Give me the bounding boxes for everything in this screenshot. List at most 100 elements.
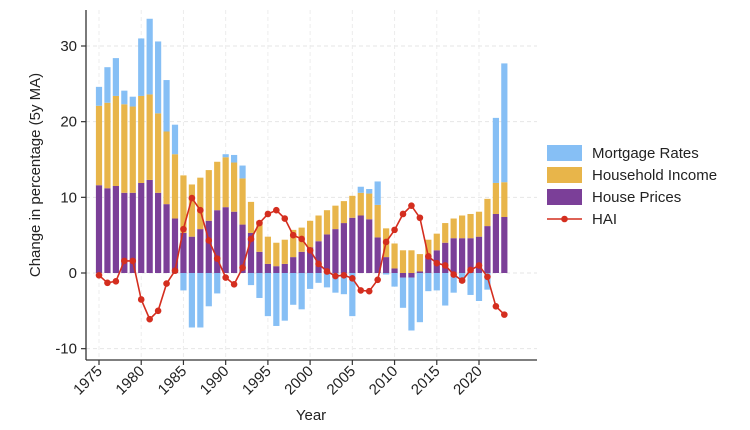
bar-mortgage-rates-2021: [484, 273, 491, 290]
bar-mortgage-rates-1999: [298, 273, 305, 310]
hai-point-1976: [104, 279, 111, 287]
bar-house-prices-1995: [264, 263, 271, 273]
bar-house-prices-2001: [315, 241, 322, 273]
hai-point-2016: [441, 262, 449, 269]
hai-point-1983: [163, 280, 170, 287]
hai-point-1995: [264, 210, 272, 218]
bar-house-prices-1981: [146, 179, 153, 273]
bar-house-prices-2020: [475, 236, 483, 273]
bar-household-income-1998: [290, 229, 297, 258]
bar-house-prices-1984: [171, 218, 179, 273]
hai-point-2012: [408, 202, 415, 209]
hai-point-2020: [475, 262, 483, 269]
bar-house-prices-1986: [188, 236, 195, 273]
bar-mortgage-rates-1982: [155, 41, 162, 114]
hai-point-1991: [230, 281, 238, 288]
hai-point-1986: [188, 194, 196, 202]
bar-mortgage-rates-2010: [391, 273, 398, 287]
axes: [85, 10, 537, 361]
x-tick-label: 1990: [197, 363, 233, 399]
bar-household-income-2022: [492, 182, 499, 214]
bar-household-income-1991: [231, 162, 238, 212]
bar-household-income-2020: [475, 211, 483, 237]
bar-mortgage-rates-2000: [307, 273, 314, 289]
bar-household-income-1997: [281, 239, 288, 264]
bar-house-prices-1998: [290, 257, 297, 273]
hai-point-1993: [247, 235, 255, 243]
hai-point-2005: [349, 274, 356, 282]
bar-house-prices-1987: [197, 229, 204, 273]
hai-point-2019: [467, 266, 474, 274]
hai-point-2017: [450, 271, 457, 278]
bar-mortgage-rates-1988: [205, 273, 212, 307]
hai-line: [95, 194, 508, 323]
bar-household-income-2023: [501, 182, 508, 218]
bar-household-income-2019: [467, 213, 474, 239]
bar-house-prices-1992: [239, 224, 246, 273]
hai-point-1985: [180, 225, 187, 233]
bar-mortgage-rates-1978: [121, 90, 128, 105]
bar-mortgage-rates-2022: [492, 117, 499, 183]
bar-household-income-2016: [442, 223, 449, 243]
bar-house-prices-1990: [222, 207, 229, 273]
bar-mortgage-rates-1986: [188, 273, 195, 328]
x-tick-label: 1995: [239, 363, 275, 399]
bar-mortgage-rates-1983: [163, 80, 170, 132]
bar-mortgage-rates-1976: [104, 67, 111, 103]
bar-house-prices-2022: [492, 213, 499, 273]
hai-point-2010: [391, 226, 398, 234]
hai-point-1978: [121, 257, 128, 265]
y-tick-label: 0: [69, 265, 77, 282]
bar-mortgage-rates-1987: [197, 273, 204, 328]
bar-house-prices-1988: [205, 220, 212, 273]
hai-point-2009: [382, 238, 390, 246]
bar-mortgage-rates-1985: [180, 273, 187, 291]
bar-mortgage-rates-1989: [214, 273, 221, 294]
y-tick-label: 10: [60, 189, 77, 206]
hai-point-1989: [213, 255, 221, 262]
x-tick-label: 2000: [281, 363, 317, 399]
bar-house-prices-2006: [357, 215, 364, 273]
bar-house-prices-2002: [323, 234, 331, 273]
hai-point-1990: [222, 274, 229, 281]
bar-mortgage-rates-1996: [273, 273, 280, 326]
bar-household-income-2004: [340, 201, 347, 224]
legend-marker-hai: [561, 215, 568, 223]
bar-house-prices-2008: [374, 237, 381, 273]
hai-point-2023: [501, 311, 508, 318]
bar-household-income-1994: [256, 220, 263, 252]
bar-household-income-1993: [247, 201, 255, 233]
bar-house-prices-2013: [416, 271, 423, 273]
bar-mortgage-rates-1975: [95, 86, 103, 106]
bar-house-prices-2004: [340, 223, 347, 273]
hai-point-1975: [95, 271, 103, 279]
x-tick-label: 1985: [155, 363, 191, 399]
bar-house-prices-2019: [467, 238, 474, 273]
bar-household-income-1981: [146, 94, 153, 180]
hai-point-2013: [416, 214, 424, 222]
bar-household-income-1986: [188, 184, 195, 237]
bar-household-income-2008: [374, 204, 381, 238]
bar-mortgage-rates-1998: [290, 273, 297, 305]
bar-mortgage-rates-2017: [450, 273, 457, 293]
bar-house-prices-1979: [129, 192, 136, 273]
hai-point-2015: [433, 259, 441, 267]
bars: [95, 18, 508, 331]
hai-point-2001: [315, 260, 322, 268]
y-axis-title: Change in percentage (5y MA): [27, 73, 44, 277]
bar-mortgage-rates-2008: [374, 181, 381, 205]
hai-point-1988: [205, 237, 213, 244]
bar-household-income-1984: [171, 154, 179, 219]
legend: Mortgage Rates Household Income House Pric…: [547, 145, 717, 228]
bar-household-income-1989: [214, 161, 221, 211]
bar-house-prices-1993: [247, 232, 255, 273]
hai-point-2021: [484, 273, 491, 281]
bar-household-income-1992: [239, 178, 246, 225]
bar-house-prices-2003: [332, 229, 339, 273]
x-tick-label: 1975: [70, 363, 106, 399]
bar-mortgage-rates-2009: [383, 273, 390, 275]
bar-house-prices-1989: [214, 210, 221, 273]
bar-household-income-1995: [264, 236, 271, 264]
bar-mortgage-rates-1993: [247, 273, 255, 286]
